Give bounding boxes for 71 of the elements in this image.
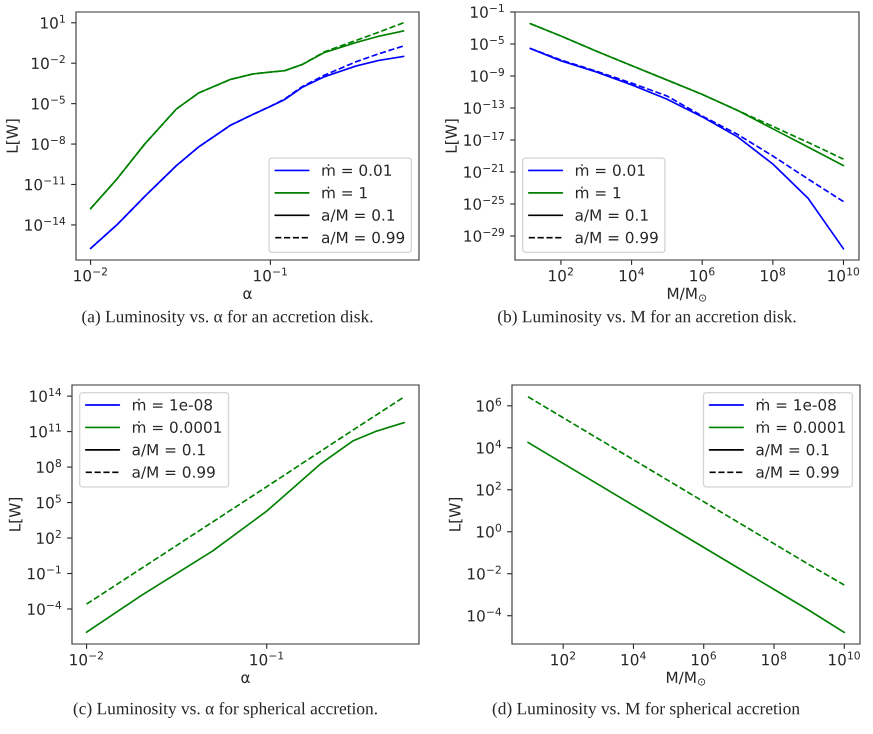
y-tick-label: 10$^{−11}$ <box>25 176 65 190</box>
text: (d) Luminosity vs. M for spherical accretion <box>492 702 800 718</box>
y-axis-title: L[W] <box>445 120 459 152</box>
x-tick-label: 10$^{2}$ <box>551 651 576 666</box>
x-tick-label: 10$^{8}$ <box>761 267 786 282</box>
legend-label: ṁ = 0.0001 <box>756 421 845 433</box>
text: (b) Luminosity vs. M for an accretion disk. <box>498 310 796 326</box>
y-tick-label: 10$^{0}$ <box>477 524 502 538</box>
y-tick-label: 10$^{−2}$ <box>32 55 65 70</box>
y-tick-label: 10$^{−9}$ <box>471 68 504 82</box>
legend-label: ṁ = 1e-08 <box>756 398 836 411</box>
y-tick-label: 10$^{−29}$ <box>464 228 504 242</box>
x-tick-label: 10$^{10}$ <box>828 267 860 282</box>
x-axis-title: M/M$_{⊙}$ <box>668 288 706 302</box>
legend-label: a/M = 0.99 <box>576 232 658 244</box>
y-axis-title: L[W] <box>8 498 22 531</box>
y-tick-label: 10$^{−2}$ <box>468 566 501 580</box>
y-tick-label: 10$^{2}$ <box>477 482 501 496</box>
y-tick-label: 10$^{6}$ <box>477 398 502 412</box>
line-series <box>527 396 846 586</box>
x-tick-label: 10$^{6}$ <box>690 267 714 282</box>
y-tick-label: 10$^{−4}$ <box>28 601 62 615</box>
x-tick-label: 10$^{8}$ <box>762 651 786 666</box>
y-tick-label: 10$^{1}$ <box>41 14 65 29</box>
legend-label: ṁ = 0.01 <box>576 164 645 176</box>
x-tick-label: 10$^{4}$ <box>622 652 646 666</box>
x-tick-label: 10$^{10}$ <box>829 651 860 666</box>
x-tick-label: 10$^{2}$ <box>549 267 573 282</box>
legend-label: a/M = 0.1 <box>322 209 394 222</box>
legend-label: ṁ = 0.0001 <box>132 421 222 433</box>
x-axis-title: α <box>241 674 250 684</box>
legend-label: ṁ = 1 <box>322 186 367 198</box>
legend-label: ṁ = 0.01 <box>322 164 392 176</box>
x-tick-label: 10$^{4}$ <box>620 268 644 282</box>
y-tick-label: 10$^{5}$ <box>37 494 61 508</box>
y-tick-label: 10$^{−8}$ <box>32 136 65 150</box>
y-tick-label: 10$^{−13}$ <box>464 100 504 114</box>
y-axis-title: L[W] <box>448 498 462 531</box>
y-tick-label: 10$^{−1}$ <box>471 4 504 18</box>
text: (a) Luminosity vs. α for an accretion disk. <box>82 310 372 326</box>
y-tick-label: 10$^{−5}$ <box>32 96 65 110</box>
y-tick-label: 10$^{14}$ <box>30 388 62 402</box>
x-tick-label: 10$^{−2}$ <box>70 651 103 666</box>
x-axis-title: M/M$_{⊙}$ <box>666 672 706 686</box>
y-tick-label: 10$^{−25}$ <box>464 196 504 210</box>
y-axis-title: L[W] <box>6 120 20 152</box>
legend-label: a/M = 0.1 <box>132 444 205 457</box>
y-tick-label: 10$^{4}$ <box>477 440 502 454</box>
y-tick-label: 10$^{−1}$ <box>28 566 61 580</box>
y-tick-label: 10$^{−14}$ <box>25 216 66 231</box>
x-tick-label: 10$^{−1}$ <box>254 268 287 282</box>
legend-label: ṁ = 1 <box>576 186 620 198</box>
legend-label: a/M = 0.99 <box>756 466 839 480</box>
text: (c) Luminosity vs. α for spherical accretion. <box>74 702 377 718</box>
legend-label: ṁ = 1e-08 <box>132 398 212 411</box>
y-tick-label: 10$^{11}$ <box>30 424 61 438</box>
y-tick-label: 10$^{2}$ <box>37 530 61 544</box>
x-tick-label: 10$^{−1}$ <box>250 652 284 666</box>
legend-label: a/M = 0.99 <box>132 466 215 480</box>
y-tick-label: 10$^{−4}$ <box>468 608 502 622</box>
legend-label: a/M = 0.1 <box>756 444 828 457</box>
line-series <box>527 442 846 634</box>
y-tick-label: 10$^{−17}$ <box>464 132 504 146</box>
y-tick-label: 10$^{−5}$ <box>471 36 504 50</box>
x-tick-label: 10$^{−2}$ <box>74 267 107 282</box>
y-tick-label: 10$^{8}$ <box>37 458 62 473</box>
x-tick-label: 10$^{6}$ <box>692 651 716 666</box>
legend-label: a/M = 0.99 <box>322 232 404 244</box>
y-tick-label: 10$^{−21}$ <box>464 164 504 178</box>
legend-label: a/M = 0.1 <box>576 209 648 222</box>
x-axis-title: α <box>243 290 252 300</box>
